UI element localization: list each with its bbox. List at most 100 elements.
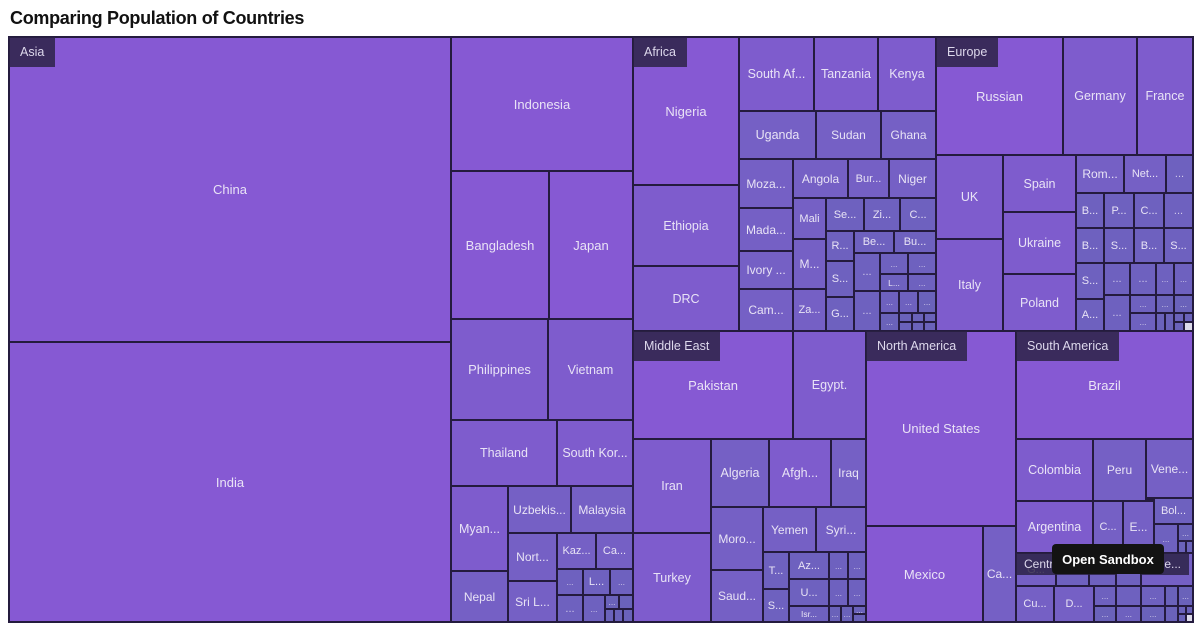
- treemap-cell-s[interactable]: S...: [1076, 263, 1104, 299]
- treemap-cell-ca[interactable]: Ca...: [983, 526, 1016, 622]
- treemap-cell-s[interactable]: S...: [1164, 228, 1193, 263]
- open-sandbox-button[interactable]: Open Sandbox: [1052, 544, 1164, 574]
- treemap-cell-iraq[interactable]: Iraq: [831, 439, 866, 507]
- treemap-cell[interactable]: ...: [853, 606, 866, 614]
- treemap-cell-colombia[interactable]: Colombia: [1016, 439, 1093, 501]
- treemap-cell-b[interactable]: B...: [1134, 228, 1164, 263]
- treemap-cell-peru[interactable]: Peru: [1093, 439, 1146, 501]
- treemap-cell[interactable]: ...: [908, 274, 936, 291]
- treemap-cell[interactable]: ...: [1156, 263, 1174, 295]
- treemap-cell[interactable]: [1184, 313, 1193, 322]
- treemap-cell[interactable]: ...: [1174, 295, 1193, 313]
- treemap-cell-tanzania[interactable]: Tanzania: [814, 37, 878, 111]
- treemap-cell[interactable]: [1178, 614, 1186, 622]
- treemap-cell[interactable]: ...: [1141, 606, 1165, 622]
- treemap-cell-uzbekis[interactable]: Uzbekis...: [508, 486, 571, 533]
- treemap-cell-g[interactable]: G...: [826, 297, 854, 331]
- treemap-cell-japan[interactable]: Japan: [549, 171, 633, 319]
- treemap-cell-france[interactable]: France: [1137, 37, 1193, 155]
- treemap-cell-poland[interactable]: Poland: [1003, 274, 1076, 331]
- treemap-cell[interactable]: ...: [829, 552, 848, 579]
- treemap-cell-sudan[interactable]: Sudan: [816, 111, 881, 159]
- treemap-cell[interactable]: ...: [1130, 263, 1156, 295]
- treemap-cell[interactable]: [912, 322, 924, 331]
- treemap-cell[interactable]: [899, 322, 912, 331]
- treemap-cell-s[interactable]: S...: [1104, 228, 1134, 263]
- treemap-cell-se[interactable]: Se...: [826, 198, 864, 231]
- treemap-cell-net[interactable]: Net...: [1124, 155, 1166, 193]
- treemap-cell[interactable]: [1165, 586, 1178, 606]
- treemap-cell[interactable]: ...: [1104, 295, 1130, 331]
- treemap-cell[interactable]: ...: [918, 291, 936, 313]
- treemap-cell[interactable]: [1178, 606, 1186, 614]
- treemap-cell-az[interactable]: Az...: [789, 552, 829, 579]
- treemap-cell[interactable]: [1116, 586, 1141, 606]
- treemap-cell-ethiopia[interactable]: Ethiopia: [633, 185, 739, 266]
- treemap-cell[interactable]: ...: [1166, 155, 1193, 193]
- treemap-cell-ivory[interactable]: Ivory ...: [739, 251, 793, 289]
- treemap-cell-bol[interactable]: Bol...: [1154, 498, 1193, 524]
- treemap-cell[interactable]: ...: [1178, 586, 1193, 606]
- treemap-cell-kaz[interactable]: Kaz...: [557, 533, 596, 569]
- treemap-cell[interactable]: [1165, 606, 1178, 622]
- treemap-cell-germany[interactable]: Germany: [1063, 37, 1137, 155]
- treemap-cell[interactable]: [605, 609, 614, 622]
- treemap-cell[interactable]: ...: [848, 552, 866, 579]
- treemap-cell-philippines[interactable]: Philippines: [451, 319, 548, 420]
- treemap-cell[interactable]: [1186, 614, 1193, 622]
- treemap-cell-s[interactable]: S...: [826, 261, 854, 297]
- treemap-cell-moro[interactable]: Moro...: [711, 507, 763, 570]
- treemap-cell-d[interactable]: D...: [1054, 586, 1094, 622]
- treemap-cell-mexico[interactable]: Mexico: [866, 526, 983, 622]
- treemap-cell[interactable]: ...: [829, 606, 841, 622]
- treemap-cell-mali[interactable]: Mali: [793, 198, 826, 239]
- treemap-cell-myan[interactable]: Myan...: [451, 486, 508, 571]
- treemap-cell-italy[interactable]: Italy: [936, 239, 1003, 331]
- treemap-cell[interactable]: [1178, 541, 1186, 553]
- treemap-cell-c[interactable]: C...: [900, 198, 936, 231]
- treemap-cell-algeria[interactable]: Algeria: [711, 439, 769, 507]
- treemap-cell[interactable]: [1174, 322, 1184, 331]
- treemap-cell-b[interactable]: B...: [1076, 193, 1104, 228]
- treemap-cell[interactable]: [1184, 322, 1193, 331]
- treemap-cell-uk[interactable]: UK: [936, 155, 1003, 239]
- treemap-cell[interactable]: [1165, 313, 1174, 331]
- treemap-cell-s[interactable]: S...: [763, 589, 789, 622]
- treemap-cell-sri-l[interactable]: Sri L...: [508, 581, 557, 622]
- treemap-cell-isr[interactable]: Isr...: [789, 606, 829, 622]
- treemap-cell-syri[interactable]: Syri...: [816, 507, 866, 552]
- treemap-cell-south-af[interactable]: South Af...: [739, 37, 814, 111]
- treemap-cell-nort[interactable]: Nort...: [508, 533, 557, 581]
- treemap-cell-ukraine[interactable]: Ukraine: [1003, 212, 1076, 274]
- treemap-cell[interactable]: [1174, 313, 1184, 322]
- treemap-cell-china[interactable]: China: [9, 37, 451, 342]
- treemap-cell[interactable]: ...: [880, 253, 908, 274]
- treemap-cell[interactable]: [912, 313, 924, 322]
- treemap-cell-thailand[interactable]: Thailand: [451, 420, 557, 486]
- treemap-cell[interactable]: ...: [841, 606, 853, 622]
- treemap-cell-nepal[interactable]: Nepal: [451, 571, 508, 622]
- treemap-cell-be[interactable]: Be...: [854, 231, 894, 253]
- treemap-cell[interactable]: ...: [1130, 295, 1156, 313]
- treemap-cell-moza[interactable]: Moza...: [739, 159, 793, 208]
- treemap-cell-p[interactable]: P...: [1104, 193, 1134, 228]
- treemap-cell-bangladesh[interactable]: Bangladesh: [451, 171, 549, 319]
- treemap-cell-b[interactable]: B...: [1076, 228, 1104, 263]
- treemap-cell[interactable]: ...: [1141, 586, 1165, 606]
- treemap-cell-saud[interactable]: Saud...: [711, 570, 763, 622]
- treemap-cell[interactable]: [899, 313, 912, 322]
- treemap-cell[interactable]: ...: [1178, 524, 1193, 541]
- treemap-cell-south-kor[interactable]: South Kor...: [557, 420, 633, 486]
- treemap-cell[interactable]: [619, 595, 633, 609]
- treemap-cell-uganda[interactable]: Uganda: [739, 111, 816, 159]
- treemap-cell[interactable]: ...: [1116, 606, 1141, 622]
- treemap-cell-ca[interactable]: Ca...: [596, 533, 633, 569]
- treemap-cell[interactable]: ...: [1130, 313, 1156, 331]
- treemap-cell-m[interactable]: M...: [793, 239, 826, 289]
- treemap-cell-r[interactable]: R...: [826, 231, 854, 261]
- treemap-cell-bur[interactable]: Bur...: [848, 159, 889, 198]
- treemap-cell[interactable]: ...: [880, 291, 899, 313]
- treemap-cell[interactable]: [1186, 541, 1193, 553]
- treemap-cell-ghana[interactable]: Ghana: [881, 111, 936, 159]
- treemap-cell-cam[interactable]: Cam...: [739, 289, 793, 331]
